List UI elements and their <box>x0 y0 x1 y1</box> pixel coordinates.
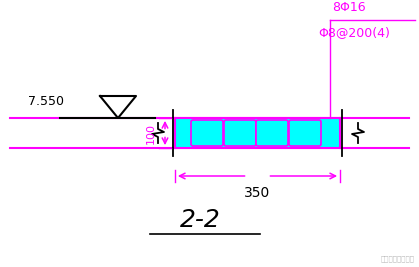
Text: Φ8@200(4): Φ8@200(4) <box>318 26 390 39</box>
Bar <box>175 118 340 148</box>
Text: 350: 350 <box>244 186 271 200</box>
Text: 7.550: 7.550 <box>28 95 64 108</box>
FancyBboxPatch shape <box>191 120 223 146</box>
Text: 2-2: 2-2 <box>180 208 220 232</box>
Text: 博牛结构优化设计: 博牛结构优化设计 <box>381 256 415 262</box>
Text: 8Φ16: 8Φ16 <box>332 1 366 14</box>
FancyBboxPatch shape <box>289 120 321 146</box>
FancyBboxPatch shape <box>256 120 288 146</box>
FancyBboxPatch shape <box>224 120 256 146</box>
Text: 100: 100 <box>146 123 156 143</box>
